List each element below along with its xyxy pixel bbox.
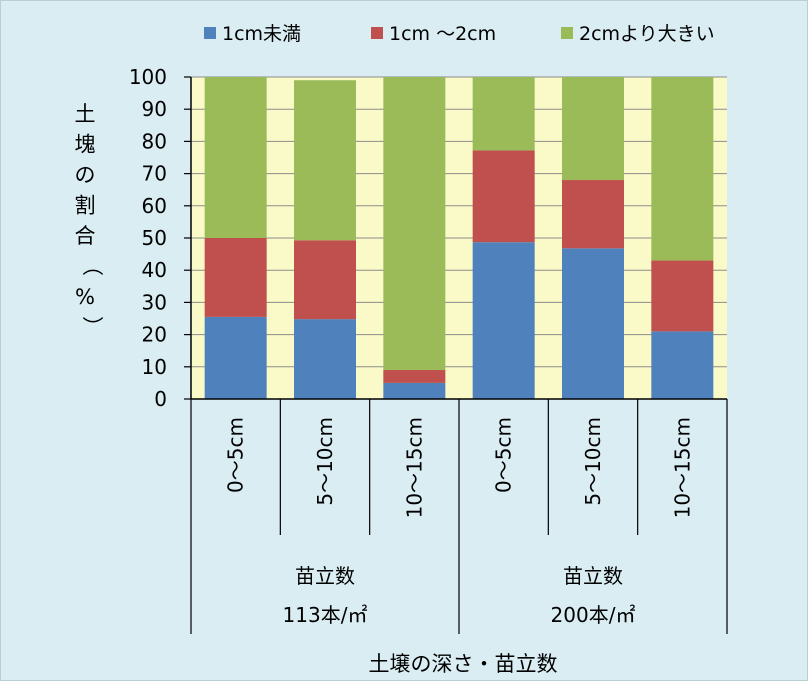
y-tick-label: 20 — [142, 323, 167, 347]
bar-segment — [472, 150, 535, 243]
bar-segment — [472, 77, 535, 151]
bar-segment — [294, 319, 356, 399]
group-label-line2: 200本/㎡ — [551, 603, 636, 627]
bar-segment — [383, 77, 446, 371]
y-tick-label: 90 — [142, 97, 167, 121]
y-axis-label-char: 合 — [75, 224, 96, 248]
bar-segment — [562, 180, 624, 249]
y-tick-label: 100 — [129, 65, 167, 89]
legend-label: 1cm未満 — [222, 23, 301, 45]
group-label-line1: 苗立数 — [563, 564, 623, 588]
y-tick-label: 50 — [142, 226, 167, 250]
y-axis-label-char: 塊 — [75, 133, 96, 157]
y-axis-label-char: 土 — [75, 102, 96, 126]
group-label-line2: 113本/㎡ — [283, 603, 368, 627]
y-tick-label: 10 — [142, 355, 167, 379]
legend-swatch — [204, 27, 216, 39]
bar-segment — [383, 370, 446, 383]
bar-segment — [651, 331, 714, 399]
bar-segment — [651, 77, 714, 261]
y-tick-label: 70 — [142, 162, 167, 186]
y-tick-label: 30 — [142, 290, 167, 314]
x-tick-label: 5～10cm — [313, 417, 337, 506]
x-axis: 0～5cm 5～10cm 10～15cm 0～5cm 5～10cm 10～15cm 苗立数 1… — [190, 398, 728, 634]
x-tick-label: 10～15cm — [402, 417, 426, 518]
y-tick-label: 60 — [142, 194, 167, 218]
gridlines — [191, 76, 727, 368]
legend-swatch — [561, 27, 573, 39]
x-tick-label: 0～5cm — [492, 417, 516, 493]
legend-label: 1cm ～2cm — [389, 23, 496, 45]
x-tick-label: 0～5cm — [224, 417, 248, 493]
bar-segment — [294, 80, 356, 241]
bar-segment — [204, 316, 267, 399]
bar-segment — [204, 77, 267, 238]
y-axis-label-char: % — [75, 285, 95, 309]
bar-segment — [383, 382, 446, 399]
y-axis: 0 10 20 30 40 50 60 70 80 90 100 — [129, 65, 192, 411]
x-axis-label: 土壌の深さ・苗立数 — [369, 652, 558, 676]
group-label-line1: 苗立数 — [295, 564, 355, 588]
x-tick-label: 5～10cm — [581, 417, 605, 506]
y-tick-label: 80 — [142, 129, 167, 153]
y-axis-label-char: 割 — [75, 194, 96, 218]
bar-segment — [204, 238, 267, 317]
bar-segment — [562, 77, 624, 181]
y-axis-label-char: ） — [80, 316, 104, 337]
y-axis-label-char: の — [75, 163, 96, 187]
y-tick-label: 0 — [154, 387, 167, 411]
y-axis-label-char: （ — [80, 255, 104, 276]
bar-segment — [472, 242, 535, 399]
y-tick-label: 40 — [142, 258, 167, 282]
legend: 1cm未満 1cm ～2cm 2cmより大きい — [204, 23, 715, 45]
bars — [204, 77, 714, 399]
legend-label: 2cmより大きい — [579, 23, 715, 45]
legend-swatch — [371, 27, 383, 39]
x-tick-label: 10～15cm — [670, 417, 694, 518]
bar-segment — [294, 240, 356, 320]
bar-segment — [562, 248, 624, 399]
bar-segment — [651, 260, 714, 332]
